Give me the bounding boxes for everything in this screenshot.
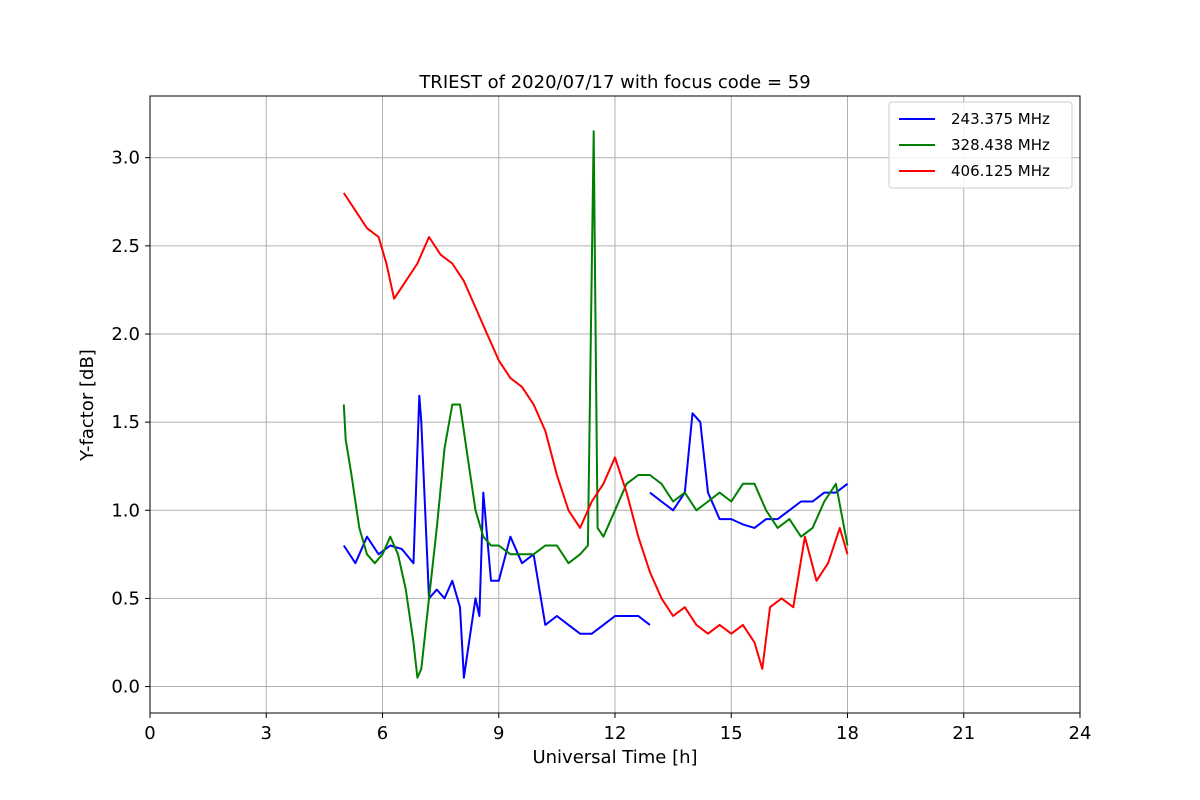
grid-lines <box>149 96 1081 713</box>
y-axis-ticks: 0.0 0.5 1.0 1.5 2.0 2.5 3.0 <box>111 148 150 698</box>
y-tick-label: 0.5 <box>111 588 140 609</box>
x-tick-label: 6 <box>377 723 388 744</box>
x-tick-label: 3 <box>261 723 272 744</box>
y-tick-label: 1.5 <box>111 412 140 433</box>
series-line-2 <box>342 130 849 679</box>
x-axis-label: Universal Time [h] <box>532 747 697 768</box>
x-tick-label: 24 <box>1069 723 1092 744</box>
x-tick-label: 0 <box>144 723 155 744</box>
x-axis-ticks: 0 3 6 9 12 15 18 21 24 <box>144 713 1091 744</box>
legend-label: 328.438 MHz <box>951 136 1050 154</box>
legend-box <box>888 101 1073 189</box>
series-line-3 <box>342 192 849 670</box>
legend-label: 243.375 MHz <box>951 110 1050 128</box>
y-tick-label: 3.0 <box>111 148 140 169</box>
x-tick-label: 12 <box>604 723 627 744</box>
legend: 243.375 MHz 328.438 MHz 406.125 MHz <box>888 101 1073 189</box>
y-tick-label: 0.0 <box>111 677 140 698</box>
x-tick-label: 21 <box>952 723 975 744</box>
legend-label: 406.125 MHz <box>951 162 1050 180</box>
plot-series <box>342 130 849 679</box>
x-tick-label: 15 <box>720 723 743 744</box>
x-tick-label: 18 <box>836 723 859 744</box>
x-tick-label: 9 <box>493 723 504 744</box>
y-tick-label: 1.0 <box>111 500 140 521</box>
y-tick-label: 2.0 <box>111 324 140 345</box>
series-line-0 <box>342 394 651 679</box>
y-tick-label: 2.5 <box>111 236 140 257</box>
chart-title: TRIEST of 2020/07/17 with focus code = 5… <box>418 72 810 93</box>
y-axis-label: Y-factor [dB] <box>77 349 98 462</box>
